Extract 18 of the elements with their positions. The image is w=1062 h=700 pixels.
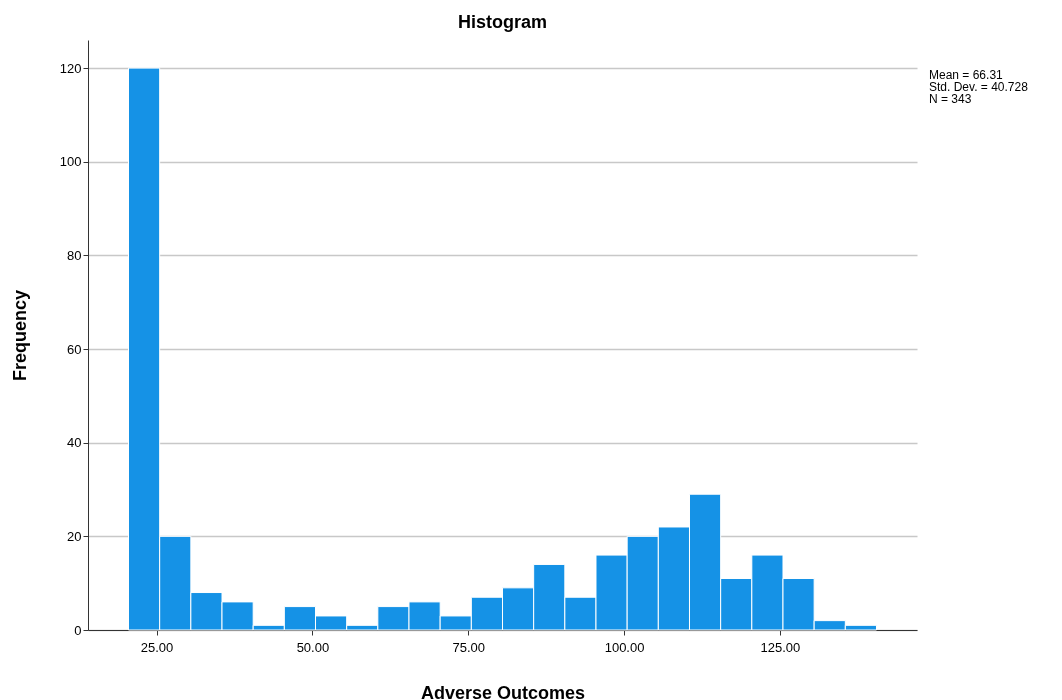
y-tick-label: 80 <box>67 247 82 263</box>
x-tick-label: 50.00 <box>296 639 330 655</box>
x-tick-label: 75.00 <box>452 639 485 655</box>
text: Std. Dev. = 40.728 <box>929 80 1029 94</box>
x-tick-label: 125.00 <box>760 639 801 655</box>
x-axis-title: Adverse Outcomes <box>420 682 586 700</box>
text: N = 343 <box>929 92 972 106</box>
y-tick-label: 100 <box>59 154 82 170</box>
y-tick-label: 60 <box>67 341 82 357</box>
x-tick-label: 25.00 <box>140 639 174 655</box>
y-tick-label: 120 <box>59 60 82 76</box>
x-tick-label: 100.00 <box>604 639 645 655</box>
text: Mean = 66.31 <box>929 68 1004 82</box>
chart-title: Histogram <box>457 12 548 32</box>
y-tick-label: 20 <box>67 528 82 544</box>
y-axis-title: Frequency <box>9 289 30 382</box>
y-tick-label: 0 <box>74 622 82 638</box>
y-tick-label: 40 <box>67 435 82 451</box>
